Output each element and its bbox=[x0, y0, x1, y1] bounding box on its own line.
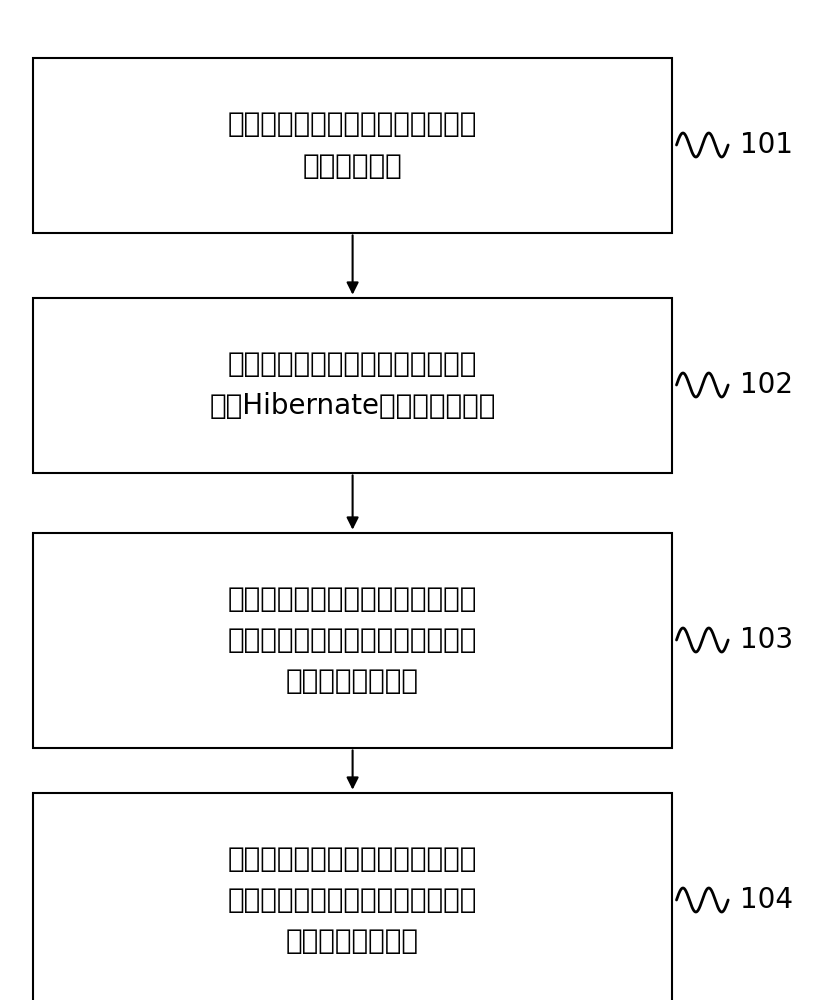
Text: 103: 103 bbox=[740, 626, 793, 654]
FancyBboxPatch shape bbox=[33, 532, 672, 748]
Text: 104: 104 bbox=[740, 886, 793, 914]
Text: 将数据库表结构抽象为第一数据库
对象模型描述: 将数据库表结构抽象为第一数据库 对象模型描述 bbox=[228, 110, 477, 180]
FancyBboxPatch shape bbox=[33, 298, 672, 473]
Text: 获取数据库连接信息及设置信息，
构造Hibernate服务注册构造器: 获取数据库连接信息及设置信息， 构造Hibernate服务注册构造器 bbox=[209, 350, 495, 420]
Text: 获取并解析第二数据库对象模型描
述，映射成抽象语法树，根据抽象
语法树生成实体类: 获取并解析第二数据库对象模型描 述，映射成抽象语法树，根据抽象 语法树生成实体类 bbox=[228, 585, 477, 695]
Text: 创建实例，根据实体类与数据库表
结构的差别生成结构化查询语言，
同步数据库表结构: 创建实例，根据实体类与数据库表 结构的差别生成结构化查询语言， 同步数据库表结构 bbox=[228, 845, 477, 955]
Text: 102: 102 bbox=[740, 371, 793, 399]
Text: 101: 101 bbox=[740, 131, 793, 159]
FancyBboxPatch shape bbox=[33, 792, 672, 1000]
FancyBboxPatch shape bbox=[33, 58, 672, 232]
